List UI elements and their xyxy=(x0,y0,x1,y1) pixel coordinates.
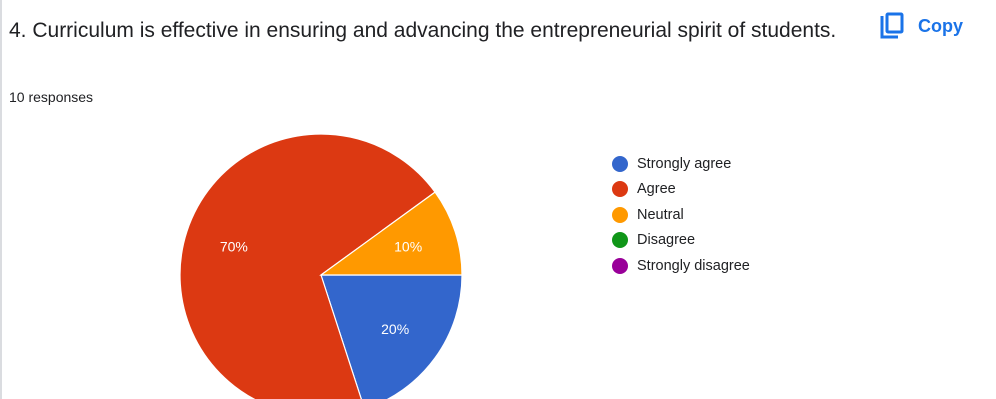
legend-label: Strongly agree xyxy=(637,155,732,172)
copy-chart-button[interactable]: Copy xyxy=(878,10,963,42)
legend-label: Disagree xyxy=(637,232,696,249)
legend-swatch xyxy=(612,155,628,172)
pie-label-agree: 70% xyxy=(220,239,248,255)
pie-slice-strongly-agree xyxy=(320,274,463,399)
legend-label: Agree xyxy=(637,181,676,198)
legend-item-disagree: Disagree xyxy=(612,228,750,254)
legend-item-strongly-disagree: Strongly disagree xyxy=(612,253,750,279)
card-left-border xyxy=(0,0,2,399)
copy-icon xyxy=(880,12,904,39)
response-count: 10 responses xyxy=(9,89,94,105)
legend-item-agree: Agree xyxy=(612,177,750,203)
legend-label: Neutral xyxy=(637,206,684,223)
pie-slice-neutral xyxy=(319,191,463,276)
legend-swatch xyxy=(612,257,628,274)
legend-swatch xyxy=(612,206,628,223)
pie-label-strongly-agree: 20% xyxy=(381,321,409,337)
pie-label-neutral: 10% xyxy=(394,239,422,255)
question-title: 4. Curriculum is effective in ensuring a… xyxy=(9,19,837,42)
legend-swatch xyxy=(612,232,628,249)
chart-legend: Strongly agree Agree Neutral Disagree Strong… xyxy=(612,151,750,279)
legend-label: Strongly disagree xyxy=(637,257,750,274)
legend-swatch xyxy=(612,181,628,198)
copy-label: Copy xyxy=(918,15,963,36)
legend-item-neutral: Neutral xyxy=(612,202,750,228)
pie-slice-agree xyxy=(179,133,436,399)
legend-item-strongly-agree: Strongly agree xyxy=(612,151,750,177)
